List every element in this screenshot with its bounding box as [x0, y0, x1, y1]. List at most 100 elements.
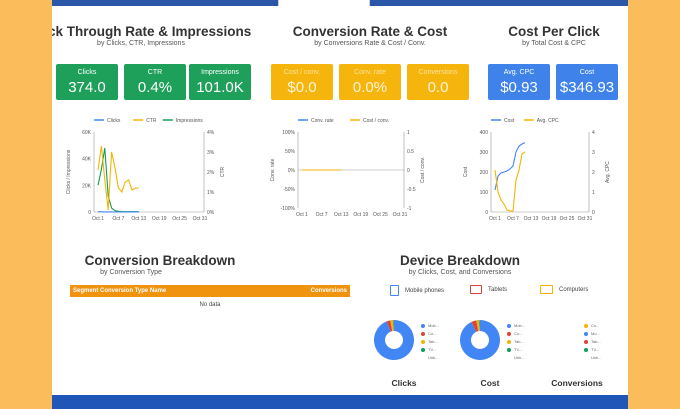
- y2-tick-label: 1%: [207, 190, 215, 196]
- legend-item: Tab...: [421, 338, 439, 346]
- x-tick-label: Oct 7: [112, 216, 124, 222]
- legend-item: Tab...: [584, 338, 601, 346]
- legend-label: Clicks: [107, 118, 121, 124]
- kpi-conv-rate-value: 0.0%: [352, 79, 388, 96]
- computer-icon: [540, 285, 553, 294]
- series-line-avg-cpc: [494, 151, 526, 212]
- legend-item-label: TV...: [591, 347, 600, 352]
- legend-item: Mob...: [421, 322, 439, 330]
- x-tick-label: Oct 25: [560, 216, 575, 222]
- kpi-ctr: CTR 0.4%: [124, 64, 186, 100]
- x-tick-label: Oct 19: [542, 216, 557, 222]
- y-tick-label: 400: [480, 130, 489, 136]
- kpi-clicks: Clicks 374.0: [56, 64, 118, 100]
- pie-slice-computers: [471, 320, 479, 332]
- clicks-donut-chart[interactable]: [372, 318, 416, 362]
- legend-item-label: Unk...: [591, 355, 602, 360]
- kpi-cost: Cost $346.93: [556, 64, 618, 100]
- conversion-table: Segment Conversion Type Name Conversions…: [70, 285, 350, 308]
- legend-item-label: Mob...: [514, 323, 526, 328]
- ctr-impressions-chart[interactable]: Clicks CTR Impressions 60K 40K 20K 0 4% 3% 2% 1% 0%…: [52, 112, 252, 230]
- cost-donut-chart[interactable]: [458, 318, 502, 362]
- pie-slice-mobile: [460, 320, 500, 360]
- kpi-avg-cpc-label: Avg. CPC: [503, 69, 535, 76]
- pie-slice-tv: [478, 320, 480, 332]
- kpi-cost-per-conv: Cost / conv. $0.0: [271, 64, 333, 100]
- y-tick-label: 100: [480, 190, 489, 196]
- device-legend-mobile: Mobile phones: [390, 285, 444, 296]
- kpi-conversions-label: Conversions: [418, 69, 458, 76]
- y-tick-label: 50%: [285, 149, 296, 155]
- y-tick-label: 40K: [82, 157, 92, 163]
- legend-item-label: Tab...: [591, 339, 601, 344]
- kpi-clicks-label: Clicks: [77, 69, 97, 76]
- kpi-avg-cpc: Avg. CPC $0.93: [488, 64, 550, 100]
- kpi-clicks-value: 374.0: [68, 79, 106, 96]
- column-header-conversions[interactable]: Conversions: [310, 288, 347, 294]
- y-tick-label: 100%: [282, 130, 295, 136]
- device-computers-label: Computers: [559, 286, 589, 293]
- y2-tick-label: 2: [592, 170, 595, 176]
- no-data-text: No data: [199, 302, 221, 308]
- legend-item: Tab...: [507, 338, 525, 346]
- kpi-conv-rate-label: Conv. rate: [354, 69, 386, 76]
- conv-section-title: Conversion Rate & Cost: [292, 24, 448, 39]
- legend-item: TV...: [584, 346, 601, 354]
- conversions-donut-label: Conversions: [551, 378, 603, 388]
- x-tick-label: Oct 7: [507, 216, 519, 222]
- kpi-ctr-label: CTR: [147, 69, 163, 76]
- legend-label: Avg. CPC: [537, 118, 559, 124]
- y2-axis-title: Cost / conv.: [420, 157, 426, 183]
- y2-tick-label: 3: [592, 150, 595, 156]
- conversion-table-header: Segment Conversion Type Name Conversions: [70, 285, 350, 297]
- kpi-cost-label: Cost: [579, 69, 595, 76]
- y-tick-label: 20K: [82, 183, 92, 189]
- x-tick-label: Oct 25: [172, 216, 187, 222]
- kpi-cost-per-conv-label: Cost / conv.: [283, 69, 321, 76]
- legend-item: TV...: [421, 346, 439, 354]
- kpi-avg-cpc-value: $0.93: [500, 79, 538, 96]
- legend-label: Conv. rate: [311, 118, 334, 124]
- y2-tick-label: 4: [592, 130, 595, 136]
- x-tick-label: Oct 1: [296, 212, 308, 218]
- mobile-phone-icon: [390, 285, 399, 296]
- series-line-ctr: [97, 145, 139, 211]
- legend-item: Co...: [507, 330, 525, 338]
- kpi-conv-rate: Conv. rate 0.0%: [339, 64, 401, 100]
- legend-item: Co...: [584, 322, 601, 330]
- cost-per-click-chart[interactable]: Cost Avg. CPC 400 300 200 100 0 4 3 2 1 0 Cost Avg. C…: [457, 112, 628, 230]
- kpi-impressions-label: Impressions: [201, 69, 239, 76]
- legend-label: CTR: [146, 118, 157, 124]
- ctr-section-title: Click Through Rate & Impressions: [52, 24, 252, 39]
- bottom-bar: [52, 395, 628, 409]
- conversion-rate-cost-chart[interactable]: Conv. rate Cost / conv. 100% 50% 0% -50% -100%…: [264, 112, 439, 230]
- kpi-impressions: Impressions 101.0K: [189, 64, 251, 100]
- kpi-conversions-value: 0.0: [427, 79, 449, 96]
- x-tick-label: Oct 13: [524, 216, 539, 222]
- y2-axis-title: CTR: [220, 166, 226, 177]
- ctr-section-subtitle: by Clicks, CTR, Impressions: [97, 40, 185, 47]
- cpc-section-subtitle: by Total Cost & CPC: [522, 40, 586, 47]
- y-axis-title: Clicks / Impressions: [66, 149, 72, 194]
- device-legend-tablets: Tablets: [470, 285, 507, 294]
- legend-item: Unk...: [421, 354, 439, 362]
- device-tablets-label: Tablets: [488, 286, 508, 293]
- y-tick-label: -100%: [281, 206, 296, 212]
- y2-tick-label: 0: [407, 168, 410, 174]
- x-tick-label: Oct 19: [353, 212, 368, 218]
- y2-tick-label: -0.5: [407, 187, 416, 193]
- legend-item: Mob...: [507, 322, 525, 330]
- legend-label: Cost / conv.: [363, 118, 389, 124]
- device-mobile-label: Mobile phones: [405, 287, 445, 294]
- x-tick-label: Oct 1: [489, 216, 501, 222]
- column-header-type[interactable]: Segment Conversion Type Name: [73, 288, 167, 294]
- tablet-icon: [470, 285, 482, 294]
- legend-item: Unk...: [507, 354, 525, 362]
- y2-tick-label: 4%: [207, 130, 215, 136]
- active-page-tab[interactable]: [278, 0, 370, 6]
- legend-label: Impressions: [176, 118, 203, 124]
- clicks-donut-legend: Mob... Co... Tab... TV... Unk...: [421, 322, 439, 362]
- y-tick-label: 0: [88, 210, 91, 216]
- y-tick-label: -50%: [283, 187, 295, 193]
- breakdown-section-subtitle: by Conversion Type: [100, 269, 162, 276]
